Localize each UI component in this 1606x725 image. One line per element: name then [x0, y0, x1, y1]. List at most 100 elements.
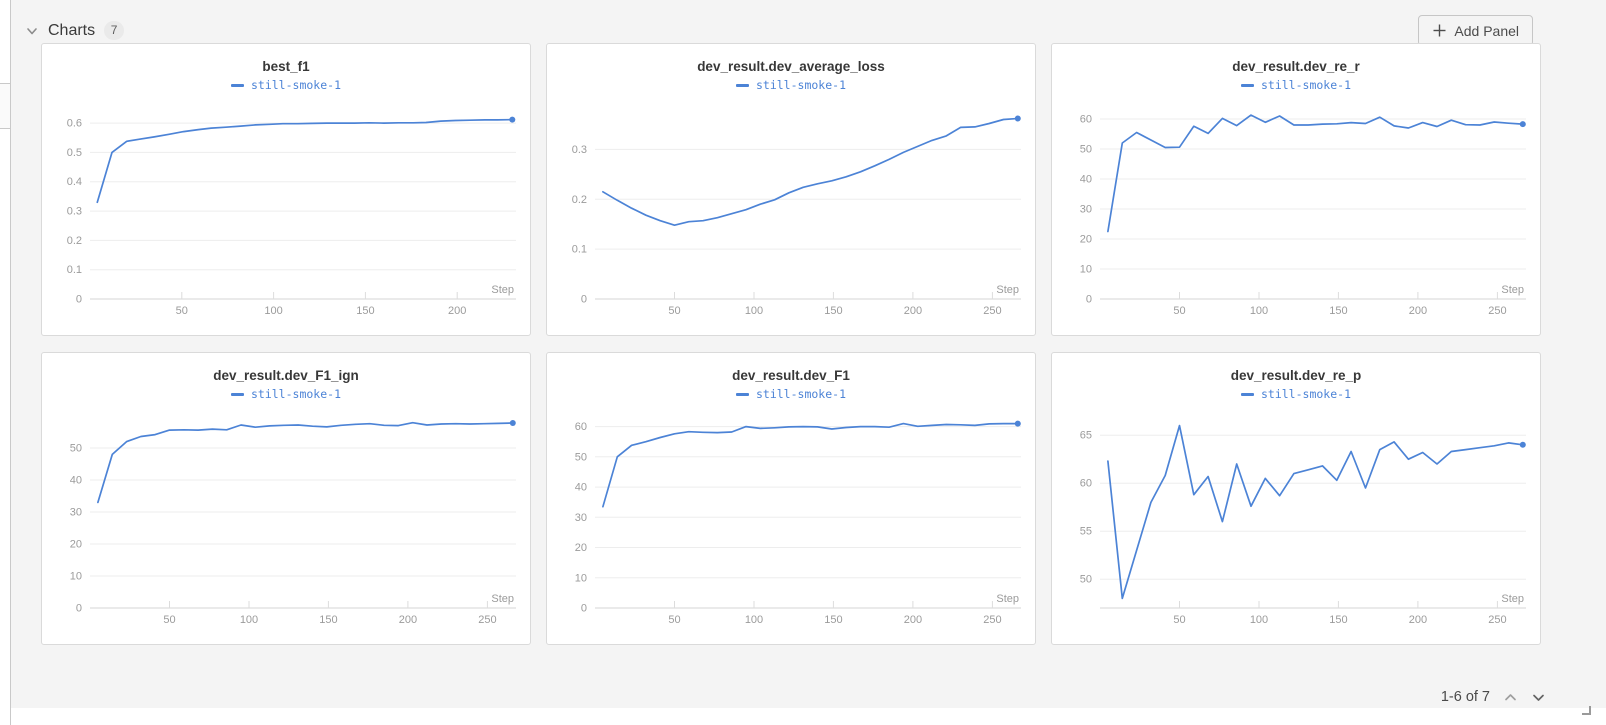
legend-line-swatch [230, 83, 244, 87]
svg-text:0: 0 [76, 603, 82, 615]
chart-legend: still-smoke-1 [42, 78, 530, 92]
svg-text:0.2: 0.2 [67, 235, 82, 247]
svg-text:30: 30 [70, 507, 82, 519]
chart-legend: still-smoke-1 [1052, 78, 1540, 92]
svg-text:250: 250 [1488, 614, 1506, 626]
svg-text:40: 40 [575, 482, 587, 494]
legend-run-name: still-smoke-1 [250, 78, 341, 92]
svg-text:Step: Step [1501, 593, 1524, 605]
svg-text:0.5: 0.5 [67, 147, 82, 159]
svg-text:0: 0 [1086, 294, 1092, 306]
svg-text:100: 100 [745, 614, 763, 626]
section-title: Charts [48, 21, 96, 39]
chevron-down-icon[interactable] [25, 24, 39, 38]
legend-line-swatch [1240, 392, 1254, 396]
add-panel-button[interactable]: Add Panel [1418, 15, 1533, 46]
svg-text:250: 250 [983, 614, 1001, 626]
chart-title: best_f1 [262, 59, 310, 74]
chart-legend: still-smoke-1 [1052, 387, 1540, 401]
svg-text:Step: Step [491, 593, 514, 605]
legend-run-name: still-smoke-1 [1260, 78, 1351, 92]
svg-text:50: 50 [575, 451, 587, 463]
panel-count-badge: 7 [104, 21, 125, 40]
svg-text:0.6: 0.6 [67, 118, 82, 130]
charts-grid: best_f1 still-smoke-1 0 0.1 0.2 0.3 0.4 0.5 0.… [41, 43, 1541, 645]
legend-line-swatch [735, 392, 749, 396]
svg-text:10: 10 [1080, 264, 1092, 276]
chart-title: dev_result.dev_re_p [1230, 368, 1362, 383]
svg-text:20: 20 [575, 542, 587, 554]
svg-text:50: 50 [668, 305, 680, 317]
legend-run-name: still-smoke-1 [1260, 387, 1351, 401]
line-chart-canvas[interactable]: 0 0.1 0.2 0.3 0.4 0.5 0.6 50 100 150 200 Step [46, 97, 526, 329]
chart-panel-dev-re-r: dev_result.dev_re_r still-smoke-1 0 10 20 3… [1051, 43, 1541, 336]
chart-panel-dev-f1-ign: dev_result.dev_F1_ign still-smoke-1 0 10 2… [41, 352, 531, 645]
pagination-label: 1-6 of 7 [1440, 689, 1490, 705]
chart-panel-dev-re-p: dev_result.dev_re_p still-smoke-1 50 55 60… [1051, 352, 1541, 645]
svg-text:150: 150 [1329, 614, 1347, 626]
svg-text:250: 250 [478, 614, 496, 626]
legend-run-name: still-smoke-1 [755, 78, 846, 92]
collapsed-sidebar-handle[interactable] [0, 83, 11, 129]
svg-text:100: 100 [1250, 614, 1268, 626]
svg-text:0.1: 0.1 [572, 244, 587, 256]
svg-text:Step: Step [996, 284, 1019, 296]
svg-text:100: 100 [240, 614, 258, 626]
svg-text:200: 200 [1409, 614, 1427, 626]
footer-band [11, 708, 1606, 725]
svg-text:150: 150 [356, 305, 374, 317]
svg-text:20: 20 [70, 539, 82, 551]
chart-panel-best-f1: best_f1 still-smoke-1 0 0.1 0.2 0.3 0.4 0.5 0.… [41, 43, 531, 336]
line-chart-canvas[interactable]: 0 10 20 30 40 50 60 50 100 150 200 250 Step [1056, 97, 1536, 329]
svg-text:60: 60 [1080, 114, 1092, 126]
svg-text:0.3: 0.3 [67, 206, 82, 218]
svg-text:150: 150 [824, 614, 842, 626]
svg-text:0.1: 0.1 [67, 264, 82, 276]
svg-text:150: 150 [824, 305, 842, 317]
svg-text:50: 50 [1080, 574, 1092, 586]
svg-text:50: 50 [1173, 614, 1185, 626]
charts-section: Charts 7 Add Panel best_f1 still-smoke-1… [10, 0, 1606, 725]
chart-panel-dev-f1: dev_result.dev_F1 still-smoke-1 0 10 20 30 4… [546, 352, 1036, 645]
svg-text:30: 30 [1080, 204, 1092, 216]
page-down-icon[interactable] [1530, 689, 1546, 705]
legend-line-swatch [1240, 83, 1254, 87]
plus-icon [1432, 23, 1447, 38]
svg-text:50: 50 [176, 305, 188, 317]
svg-text:200: 200 [399, 614, 417, 626]
line-chart-canvas[interactable]: 0 10 20 30 40 50 60 50 100 150 200 250 Step [551, 406, 1031, 638]
svg-text:50: 50 [668, 614, 680, 626]
add-panel-label: Add Panel [1454, 22, 1519, 39]
svg-text:0: 0 [76, 294, 82, 306]
chart-legend: still-smoke-1 [547, 387, 1035, 401]
resize-grip-icon[interactable] [1582, 706, 1591, 715]
svg-text:200: 200 [448, 305, 466, 317]
svg-text:50: 50 [1173, 305, 1185, 317]
svg-text:150: 150 [319, 614, 337, 626]
line-chart-canvas[interactable]: 50 55 60 65 50 100 150 200 250 Step [1056, 406, 1536, 638]
svg-text:0: 0 [581, 294, 587, 306]
chart-panel-dev-average-loss: dev_result.dev_average_loss still-smoke-… [546, 43, 1036, 336]
svg-text:0: 0 [581, 603, 587, 615]
svg-text:20: 20 [1080, 234, 1092, 246]
chart-title: dev_result.dev_F1_ign [213, 368, 359, 383]
svg-text:55: 55 [1080, 526, 1092, 538]
svg-text:200: 200 [904, 305, 922, 317]
svg-text:200: 200 [1409, 305, 1427, 317]
svg-text:200: 200 [904, 614, 922, 626]
svg-text:30: 30 [575, 512, 587, 524]
legend-line-swatch [230, 392, 244, 396]
svg-text:Step: Step [491, 284, 514, 296]
page-up-icon[interactable] [1502, 689, 1518, 705]
line-chart-canvas[interactable]: 0 0.1 0.2 0.3 50 100 150 200 250 Step [551, 97, 1031, 329]
svg-text:40: 40 [1080, 174, 1092, 186]
svg-text:Step: Step [996, 593, 1019, 605]
line-chart-canvas[interactable]: 0 10 20 30 40 50 50 100 150 200 250 Step [46, 406, 526, 638]
svg-text:0.4: 0.4 [67, 176, 82, 188]
svg-text:50: 50 [1080, 144, 1092, 156]
legend-run-name: still-smoke-1 [250, 387, 341, 401]
chart-title: dev_result.dev_average_loss [697, 59, 885, 74]
chart-legend: still-smoke-1 [42, 387, 530, 401]
svg-text:150: 150 [1329, 305, 1347, 317]
chart-title: dev_result.dev_re_r [1232, 59, 1360, 74]
